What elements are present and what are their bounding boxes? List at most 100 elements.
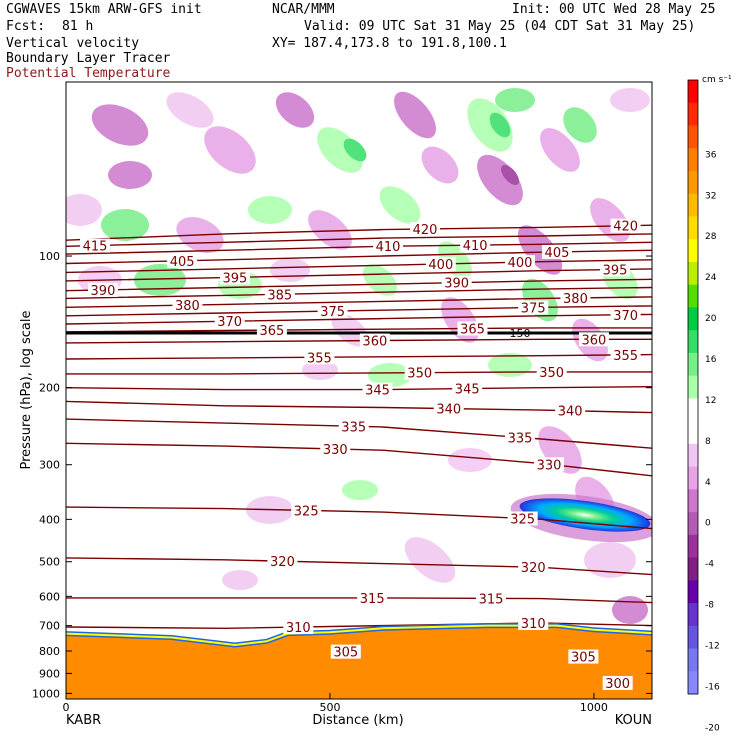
theta-line: [66, 622, 652, 630]
colorbar-swatch: [688, 421, 698, 445]
theta-label-bg: [330, 644, 361, 659]
jet-core: [510, 493, 652, 543]
x-axis: 0 500 1000: [63, 693, 608, 714]
colorbar-swatch: [688, 261, 698, 286]
y-tick-label: 900: [39, 667, 60, 680]
y-axis: 100 200 300 400 500 600 700 800 900 1000: [32, 250, 72, 700]
theta-label-bg: [256, 323, 287, 338]
theta-label-bg: [283, 620, 314, 635]
theta-line: [66, 305, 652, 317]
theta-label-text: 310: [521, 617, 546, 632]
theta-label-bg: [373, 239, 404, 254]
theta-label-bg: [425, 256, 456, 271]
theta-label: 370: [214, 314, 245, 330]
theta-label-text: 380: [563, 292, 588, 307]
theta-label-text: 345: [455, 383, 480, 398]
theta-label: 355: [304, 350, 335, 366]
theta-label-text: 400: [428, 258, 453, 273]
theta-line: [66, 233, 652, 247]
theta-label-text: 330: [323, 443, 348, 458]
field-boundary-layer: Boundary Layer Tracer: [6, 51, 171, 66]
theta-label-text: 355: [613, 349, 638, 364]
theta-label: 375: [317, 304, 348, 320]
y-tick-label: 400: [39, 513, 60, 526]
theta-label-bg: [536, 364, 567, 379]
theta-label-bg: [602, 675, 633, 690]
theta-label: 420: [409, 222, 440, 238]
colorbar-swatch: [688, 648, 698, 672]
colorbar-swatch: [688, 534, 698, 559]
theta-label-bg: [560, 290, 591, 305]
colorbar-frame: [687, 79, 699, 695]
theta-label-text: 325: [294, 504, 319, 519]
theta-label-bg: [518, 616, 549, 631]
theta-label-text: 405: [170, 255, 195, 270]
theta-label-text: 315: [479, 592, 504, 607]
theta-label-text: 335: [341, 420, 366, 435]
theta-label-text: 360: [362, 335, 387, 350]
theta-label: 345: [362, 382, 393, 399]
theta-label: 410: [460, 238, 491, 254]
theta-label-bg: [304, 350, 335, 365]
theta-label-bg: [457, 321, 488, 336]
colorbar-swatch: [688, 489, 698, 513]
wave-pattern-upper: [66, 88, 650, 387]
theta-label: 405: [167, 253, 198, 270]
colorbar-swatch: [688, 193, 698, 217]
theta-label-text: 340: [558, 405, 583, 420]
colorbar-tick-label: 0: [705, 519, 711, 529]
theta-label-bg: [534, 457, 565, 472]
colorbar-swatch: [688, 216, 698, 240]
theta-label: 335: [338, 419, 369, 435]
y-tick-label: 600: [39, 590, 60, 603]
theta-line: [66, 259, 652, 274]
theta-label: 340: [555, 403, 586, 420]
theta-label-text: 390: [444, 277, 469, 292]
theta-label-bg: [172, 298, 203, 313]
y-tick-label: 200: [39, 382, 60, 395]
theta-label-bg: [578, 332, 609, 347]
theta-label: 390: [441, 275, 472, 292]
x-axis-label: Distance (km): [312, 713, 403, 728]
x-tick-label: 0: [63, 701, 70, 714]
theta-label: 395: [600, 262, 631, 278]
theta-label-text: 340: [436, 403, 461, 418]
theta-label: 400: [505, 255, 536, 271]
theta-line: [66, 278, 652, 292]
colorbar-tick-label: 32: [705, 191, 716, 201]
theta-label-bg: [518, 560, 549, 575]
y-tick-label: 100: [39, 250, 60, 263]
init-time: Init: 00 UTC Wed 28 May 25: [512, 2, 716, 17]
colorbar: 36 32 28 24 20 16 12 8 4 0 -4 -8 -12 -16 -20: [687, 79, 720, 733]
colorbar-swatch: [688, 170, 698, 195]
theta-label: 355: [610, 347, 641, 364]
theta-label: 380: [172, 298, 203, 314]
colorbar-tick-label: -8: [705, 601, 714, 611]
colorbar-swatch: [688, 466, 698, 490]
theta-label: 380: [560, 290, 591, 307]
theta-line: [66, 286, 652, 300]
theta-label-bg: [167, 253, 198, 268]
theta-label-bg: [359, 333, 390, 348]
theta-line: [66, 327, 652, 333]
colorbar-swatch: [688, 239, 698, 263]
colorbar-swatch: [688, 148, 698, 172]
colorbar-tick-label: 16: [705, 355, 717, 365]
theta-label: 410: [373, 239, 404, 255]
y-axis-label: Pressure (hPa), log scale: [19, 311, 34, 470]
theta-label: 350: [536, 364, 567, 381]
colorbar-unit: cm s⁻¹: [702, 75, 732, 85]
theta-label-bg: [600, 262, 631, 277]
theta-line: [66, 224, 652, 241]
theta-label: 310: [518, 616, 549, 632]
colorbar-swatch: [688, 512, 698, 536]
colorbar-swatch: [688, 80, 698, 104]
theta-label-bg: [320, 442, 351, 457]
theta-label-text: 355: [307, 351, 332, 366]
theta-label-text: 375: [521, 301, 546, 316]
theta-label: 340: [433, 401, 464, 418]
theta-label-text: 330: [537, 458, 562, 473]
colorbar-tick-label: -16: [705, 682, 720, 692]
right-station-label: KOUN: [615, 713, 652, 728]
